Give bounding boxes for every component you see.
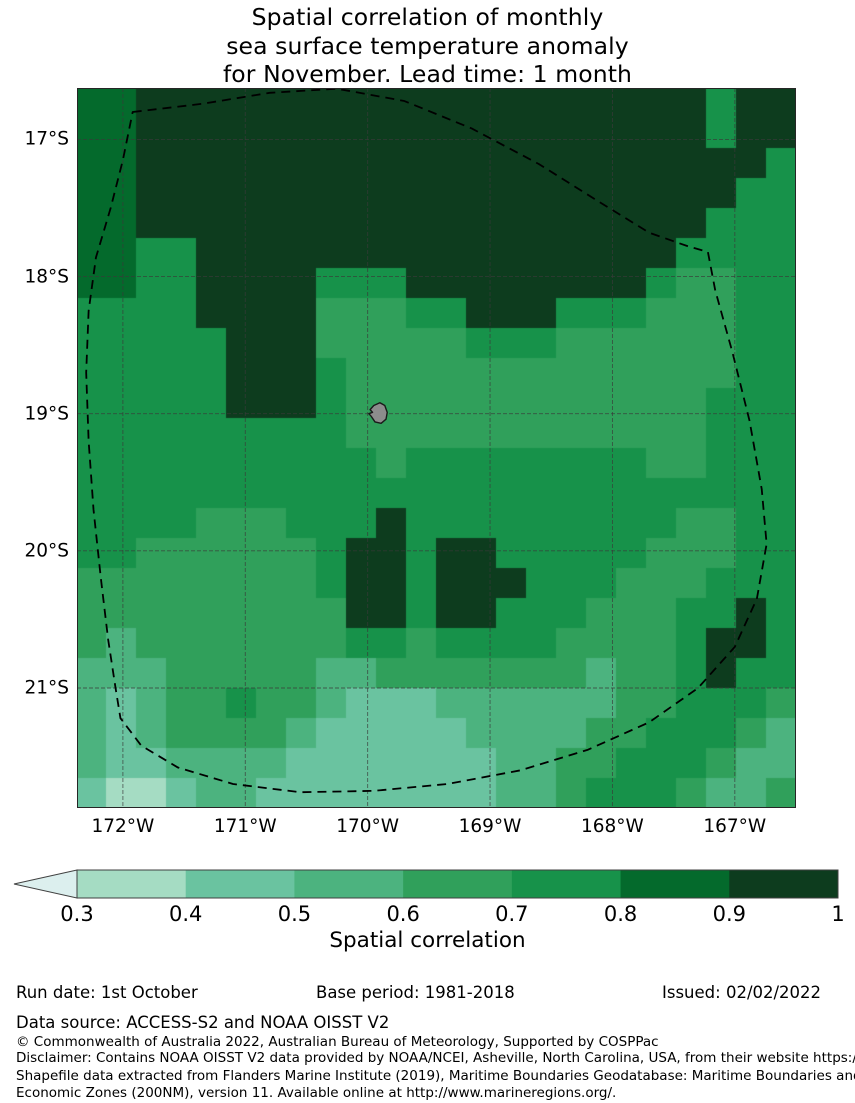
x-axis-tick-labels: 172°W 171°W 170°W 169°W 168°W 167°W [77,816,796,844]
disclaimer-line-1: Disclaimer: Contains NOAA OISST V2 data … [16,1050,855,1066]
base-period-text: Base period: 1981-2018 [316,983,515,1002]
colorbar-tick-0-3: 0.3 [60,902,94,926]
y-tick-17s: 17°S [24,128,69,150]
x-tick-167w: 167°W [703,816,767,837]
run-date-text: Run date: 1st October [16,983,198,1002]
metadata-row: Run date: 1st October Base period: 1981-… [0,983,855,1007]
eez-boundary-line [85,88,768,794]
y-axis-tick-labels: 17°S 18°S 19°S 20°S 21°S [0,88,69,808]
title-line-3: for November. Lead time: 1 month [222,60,633,88]
y-tick-20s: 20°S [24,540,69,562]
colorbar-tick-0-5: 0.5 [277,902,312,926]
colorbar-band-3 [403,870,513,898]
y-tick-21s: 21°S [24,677,69,699]
map-gridlines [77,88,796,808]
colorbar-band-2 [294,870,404,898]
colorbar-band-6 [729,870,839,898]
y-tick-18s: 18°S [24,266,69,288]
disclaimer-line-3: Economic Zones (200NM), version 11. Avai… [16,1085,617,1101]
map-plot[interactable] [77,88,796,808]
colorbar[interactable]: 0.3 0.4 0.5 0.6 0.7 0.8 0.9 1 Spatial correlati… [0,866,855,966]
colorbar-band-4 [511,870,622,898]
colorbar-tick-1: 1 [831,902,845,926]
colorbar-tick-0-8: 0.8 [603,902,638,926]
colorbar-tick-0-6: 0.6 [386,902,420,926]
colorbar-title: Spatial correlation [329,928,526,953]
y-tick-19s: 19°S [24,403,69,425]
page-title: Spatial correlation of monthly sea surfa… [0,0,855,89]
x-tick-172w: 172°W [91,816,155,837]
correlation-raster [77,88,796,808]
colorbar-swatches [13,869,839,899]
disclaimer-line-2: Shapefile data extracted from Flanders M… [16,1067,855,1084]
title-line-2: sea surface temperature anomaly [226,31,629,60]
colorbar-tick-0-4: 0.4 [169,902,203,926]
copyright-text: © Commonwealth of Australia 2022, Austra… [16,1034,659,1050]
x-tick-169w: 169°W [458,816,522,837]
island-polygon-niue [368,402,388,425]
issued-date-text: Issued: 02/02/2022 [662,983,822,1002]
x-tick-171w: 171°W [213,816,277,837]
data-source-text: Data source: ACCESS-S2 and NOAA OISST V2 [16,1013,390,1032]
colorbar-extend-min-arrow [13,869,78,899]
colorbar-outline [76,869,839,899]
colorbar-band-1 [185,870,295,898]
colorbar-tick-0-7: 0.7 [495,902,529,926]
colorbar-tick-0-9: 0.9 [712,902,746,926]
x-tick-168w: 168°W [580,816,644,837]
title-line-1: Spatial correlation of monthly [251,3,604,31]
map-vector-overlay [77,88,796,808]
x-tick-170w: 170°W [336,816,400,837]
colorbar-band-0 [77,870,187,898]
colorbar-band-5 [620,870,730,898]
